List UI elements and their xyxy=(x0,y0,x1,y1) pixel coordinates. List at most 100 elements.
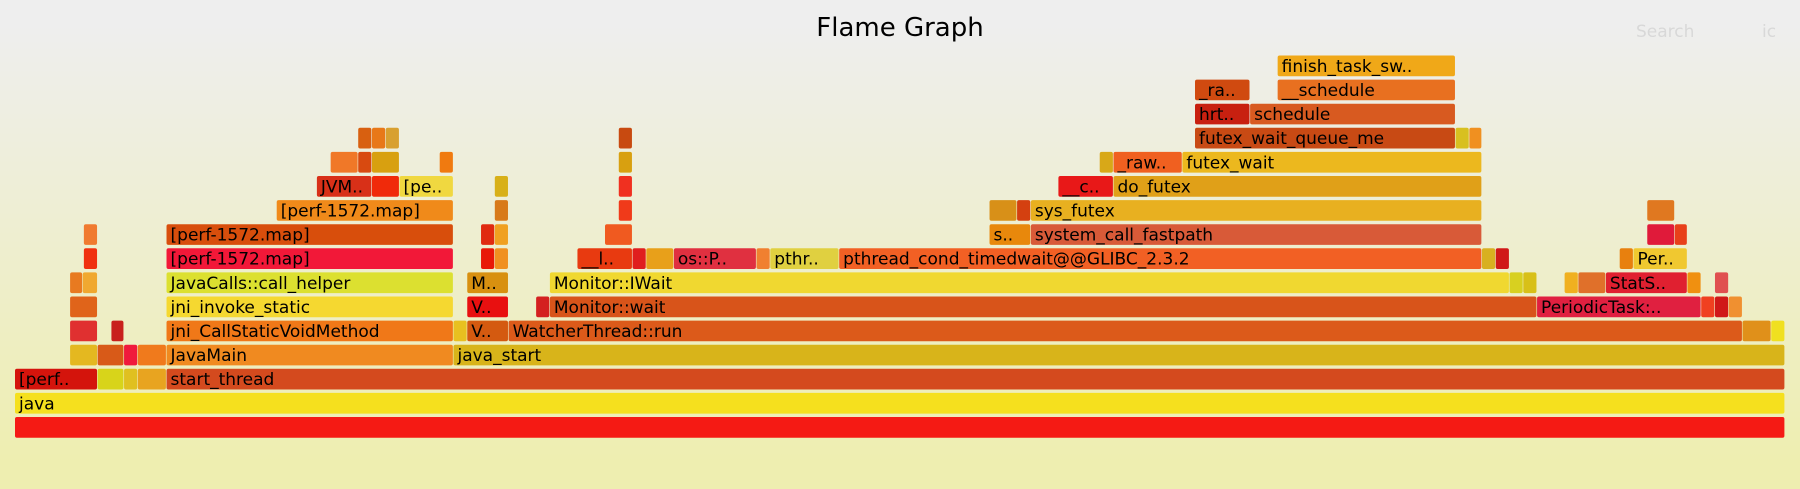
frame[interactable] xyxy=(1195,103,1250,125)
frame[interactable] xyxy=(124,368,138,390)
frame[interactable] xyxy=(467,320,508,342)
frame[interactable] xyxy=(276,200,453,221)
frame[interactable] xyxy=(371,127,386,149)
frame[interactable] xyxy=(1523,272,1537,294)
frame[interactable] xyxy=(316,176,372,197)
frame[interactable] xyxy=(756,248,770,269)
frame[interactable] xyxy=(618,127,632,149)
frame[interactable] xyxy=(124,344,138,366)
ignore-case-button[interactable]: ic xyxy=(1762,22,1776,42)
frame[interactable] xyxy=(166,344,453,366)
frame[interactable] xyxy=(1058,176,1113,197)
frame[interactable] xyxy=(330,151,358,173)
frame[interactable] xyxy=(453,344,1785,366)
frame[interactable] xyxy=(166,368,1785,390)
frame[interactable] xyxy=(166,272,453,294)
frame[interactable] xyxy=(70,320,98,342)
frame[interactable] xyxy=(1182,151,1482,173)
frame[interactable] xyxy=(399,176,453,197)
frame[interactable] xyxy=(467,272,508,294)
frame[interactable] xyxy=(536,296,550,318)
frame[interactable] xyxy=(358,151,372,173)
frame[interactable] xyxy=(371,176,399,197)
frame[interactable] xyxy=(15,417,1785,438)
frame[interactable] xyxy=(1728,296,1742,318)
frame[interactable] xyxy=(371,151,399,173)
frame[interactable] xyxy=(1113,176,1482,197)
frame[interactable] xyxy=(618,200,632,221)
frame[interactable] xyxy=(632,248,646,269)
frame[interactable] xyxy=(83,224,98,245)
frame[interactable] xyxy=(1030,224,1482,245)
frame[interactable] xyxy=(1030,200,1482,221)
frame[interactable] xyxy=(481,224,495,245)
frame[interactable] xyxy=(70,272,83,294)
frame[interactable] xyxy=(1714,296,1729,318)
frame[interactable] xyxy=(1771,320,1785,342)
frame[interactable] xyxy=(989,200,1017,221)
frame[interactable] xyxy=(1277,79,1455,101)
frame[interactable] xyxy=(481,248,495,269)
frame[interactable] xyxy=(839,248,1482,269)
frame[interactable] xyxy=(1277,55,1455,77)
frame[interactable] xyxy=(166,320,453,342)
frame[interactable] xyxy=(166,296,453,318)
frame[interactable] xyxy=(618,151,632,173)
frame[interactable] xyxy=(82,272,98,294)
frame[interactable] xyxy=(494,248,508,269)
frame[interactable] xyxy=(673,248,756,269)
frame[interactable] xyxy=(453,320,467,342)
frame[interactable] xyxy=(494,224,508,245)
frame[interactable] xyxy=(646,248,674,269)
frame[interactable] xyxy=(1495,248,1509,269)
frame[interactable] xyxy=(577,248,632,269)
frame[interactable] xyxy=(137,344,166,366)
frame[interactable] xyxy=(1017,200,1031,221)
frame[interactable] xyxy=(1633,248,1687,269)
frame[interactable] xyxy=(1537,296,1701,318)
frame[interactable] xyxy=(1250,103,1455,125)
frame[interactable] xyxy=(166,224,453,245)
frame[interactable] xyxy=(137,368,166,390)
frame[interactable] xyxy=(494,200,508,221)
frame[interactable] xyxy=(1647,224,1675,245)
frame[interactable] xyxy=(439,151,453,173)
frame[interactable] xyxy=(1195,79,1250,101)
frame[interactable] xyxy=(1701,296,1715,318)
frame[interactable] xyxy=(97,368,124,390)
frame[interactable] xyxy=(1578,272,1606,294)
frame[interactable] xyxy=(1742,320,1771,342)
frame[interactable] xyxy=(1099,151,1113,173)
frame[interactable] xyxy=(1509,272,1523,294)
frame[interactable] xyxy=(549,296,1537,318)
frame[interactable] xyxy=(989,224,1031,245)
frame[interactable] xyxy=(1469,127,1482,149)
frame[interactable] xyxy=(549,272,1509,294)
frame[interactable] xyxy=(1647,200,1675,221)
frame[interactable] xyxy=(83,248,98,269)
frame[interactable] xyxy=(1195,127,1455,149)
frame[interactable] xyxy=(15,368,98,390)
frame[interactable] xyxy=(1714,272,1729,294)
frame[interactable] xyxy=(1113,151,1182,173)
frame[interactable] xyxy=(385,127,399,149)
frame[interactable] xyxy=(1674,224,1687,245)
frame[interactable] xyxy=(97,344,124,366)
frame[interactable] xyxy=(605,224,632,245)
frame[interactable] xyxy=(1687,272,1701,294)
frame[interactable] xyxy=(1481,248,1496,269)
frame[interactable] xyxy=(70,296,98,318)
frame[interactable] xyxy=(494,176,508,197)
frame[interactable] xyxy=(1564,272,1578,294)
frame[interactable] xyxy=(358,127,372,149)
frame[interactable] xyxy=(508,320,1742,342)
frame[interactable] xyxy=(618,176,632,197)
frame[interactable] xyxy=(15,392,1785,414)
frame[interactable] xyxy=(1605,272,1687,294)
frame[interactable] xyxy=(166,248,453,269)
frame[interactable] xyxy=(467,296,508,318)
frame[interactable] xyxy=(770,248,839,269)
search-button[interactable]: Search xyxy=(1636,22,1694,42)
frame[interactable] xyxy=(70,344,98,366)
frame[interactable] xyxy=(1455,127,1469,149)
